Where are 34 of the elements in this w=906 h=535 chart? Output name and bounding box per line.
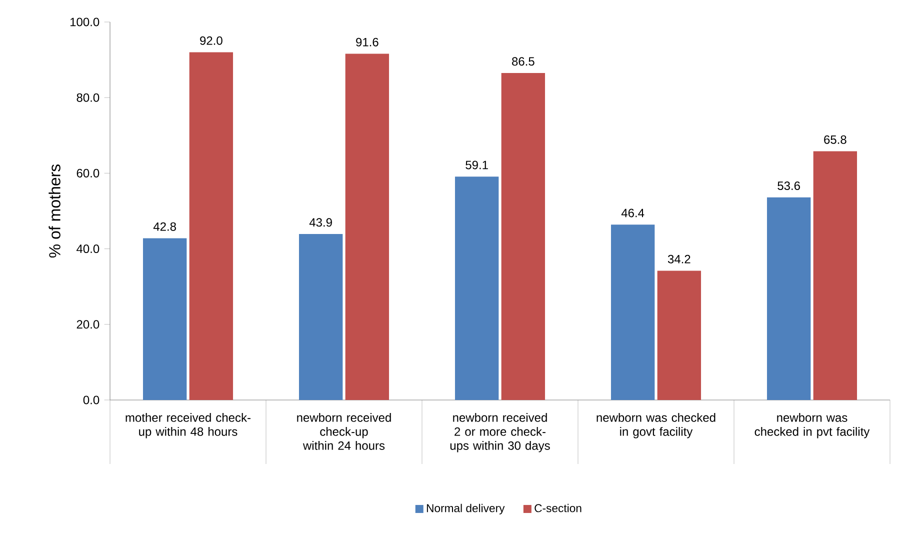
bar	[142, 238, 187, 400]
data-label: 86.5	[512, 57, 534, 66]
y-tick-label: 0.0	[83, 396, 100, 404]
data-label: 92.0	[200, 36, 222, 45]
data-label: 65.8	[824, 135, 846, 144]
x-tick-label: newborn was checked in pvt facility	[754, 413, 870, 438]
data-label: 34.2	[668, 254, 690, 264]
legend-label: Normal delivery	[426, 504, 505, 514]
legend-label: C-section	[534, 504, 582, 512]
data-label: 46.4	[621, 208, 644, 218]
bar	[189, 52, 234, 400]
data-label: 59.1	[466, 160, 488, 170]
bar	[298, 234, 343, 400]
data-label: 91.6	[356, 38, 378, 46]
bar	[766, 197, 811, 400]
bar	[501, 73, 546, 400]
bar	[345, 54, 390, 400]
data-label: 43.9	[309, 218, 332, 227]
x-tick-label: newborn received check-up within 24 hours	[297, 413, 391, 450]
x-tick-label: newborn was checked in govt facility	[596, 413, 716, 438]
y-tick-label: 100.0	[70, 18, 100, 26]
y-tick-label: 80.0	[76, 93, 100, 102]
y-tick-label: 20.0	[76, 320, 100, 329]
bar	[610, 224, 655, 400]
x-tick-label: mother received check-up within 48 hours	[126, 413, 250, 438]
y-tick-label: 60.0	[76, 168, 100, 178]
data-label: 42.8	[153, 222, 176, 231]
bar	[657, 270, 702, 400]
bar	[813, 151, 858, 400]
data-label: 53.6	[778, 182, 800, 190]
y-tick-label: 40.0	[76, 244, 100, 254]
bar	[454, 176, 499, 400]
y-axis-title: % of mothers	[48, 164, 60, 258]
x-tick-label: newborn received 2 or more check-ups within 30 days	[450, 413, 550, 452]
